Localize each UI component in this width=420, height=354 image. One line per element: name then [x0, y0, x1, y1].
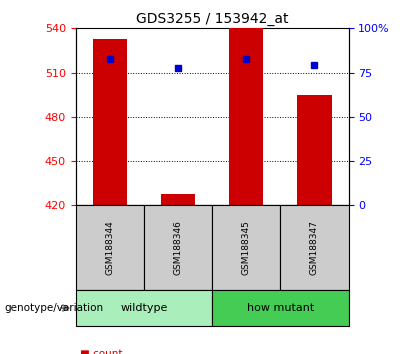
Text: GSM188344: GSM188344	[105, 221, 114, 275]
Bar	[297, 95, 331, 205]
Bar	[281, 205, 349, 290]
Bar	[229, 28, 263, 205]
Text: ■ count: ■ count	[80, 349, 122, 354]
Bar	[76, 205, 144, 290]
Text: genotype/variation: genotype/variation	[4, 303, 103, 313]
Bar	[93, 39, 127, 205]
Text: GSM188347: GSM188347	[310, 220, 319, 275]
Bar	[144, 205, 212, 290]
Text: GSM188346: GSM188346	[173, 220, 182, 275]
Text: GSM188345: GSM188345	[242, 220, 251, 275]
Bar	[161, 194, 195, 205]
Text: how mutant: how mutant	[247, 303, 314, 313]
Title: GDS3255 / 153942_at: GDS3255 / 153942_at	[136, 12, 289, 26]
Text: wildtype: wildtype	[120, 303, 168, 313]
Bar	[212, 205, 281, 290]
Bar	[212, 290, 349, 326]
Bar	[76, 290, 212, 326]
